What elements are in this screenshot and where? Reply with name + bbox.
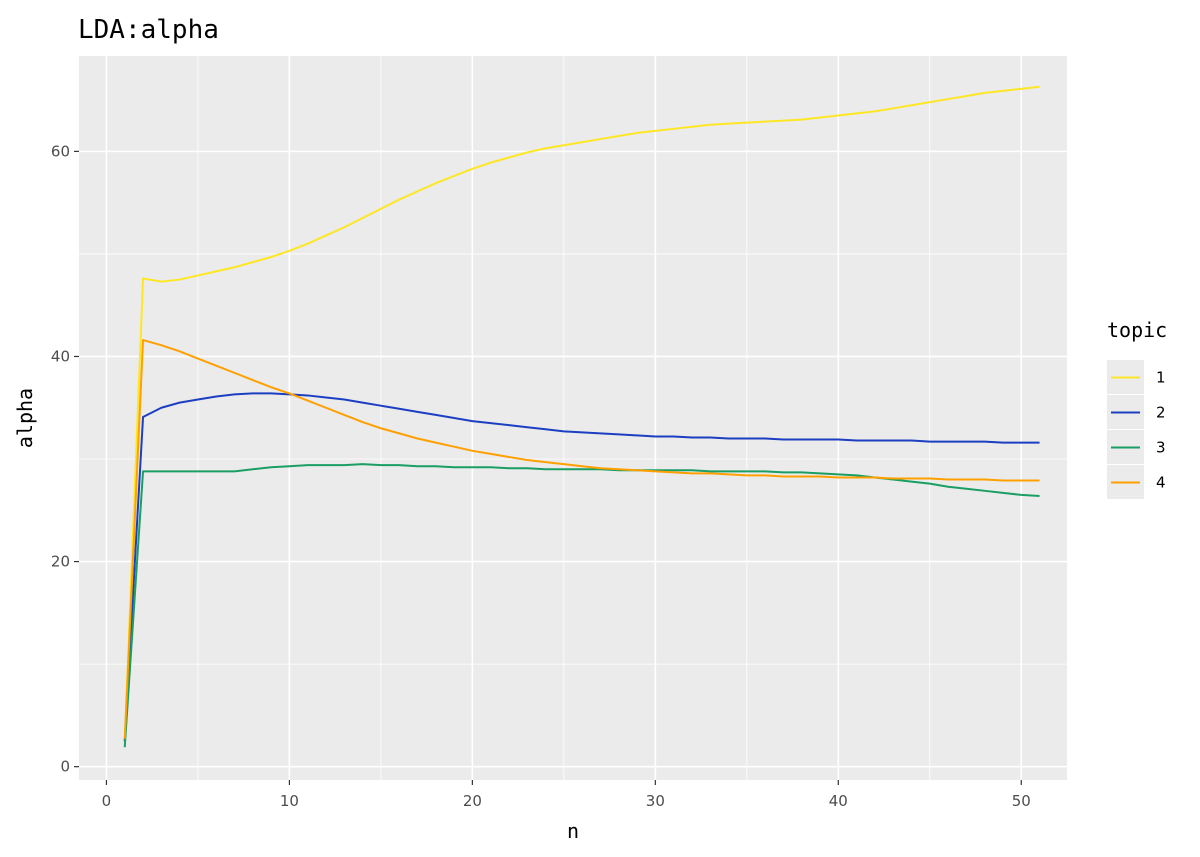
x-tick-label: 50 — [1012, 792, 1031, 810]
y-tick-label: 20 — [51, 553, 70, 571]
series-lines — [123, 85, 1040, 748]
major-gridlines — [79, 56, 1067, 780]
y-tick-label: 40 — [51, 347, 70, 365]
legend-label-topic-1: 1 — [1156, 369, 1166, 387]
x-tick-label: 10 — [280, 792, 299, 810]
x-tick-label: 0 — [102, 792, 112, 810]
y-axis: 0 20 40 60 — [51, 142, 79, 776]
x-axis-title: n — [567, 819, 579, 843]
x-axis: 0 10 20 30 40 50 — [102, 780, 1031, 810]
series-line-topic-1 — [123, 85, 1040, 744]
x-tick-label: 40 — [829, 792, 848, 810]
legend-items: 1 2 3 4 — [1107, 360, 1166, 499]
minor-gridlines — [79, 56, 1067, 780]
legend: topic 1 2 3 4 — [1107, 318, 1167, 499]
x-tick-label: 20 — [463, 792, 482, 810]
plot-panel — [79, 56, 1067, 780]
legend-label-topic-2: 2 — [1156, 404, 1166, 422]
x-tick-label: 30 — [646, 792, 665, 810]
legend-label-topic-4: 4 — [1156, 474, 1166, 492]
series-line-topic-4 — [123, 339, 1040, 740]
y-tick-label: 0 — [60, 758, 70, 776]
series-line-topic-2 — [123, 392, 1040, 742]
y-axis-title: alpha — [13, 388, 37, 448]
legend-label-topic-3: 3 — [1156, 439, 1166, 457]
chart-title: LDA:alpha — [78, 15, 219, 45]
y-tick-label: 60 — [51, 142, 70, 160]
legend-title: topic — [1107, 318, 1167, 342]
